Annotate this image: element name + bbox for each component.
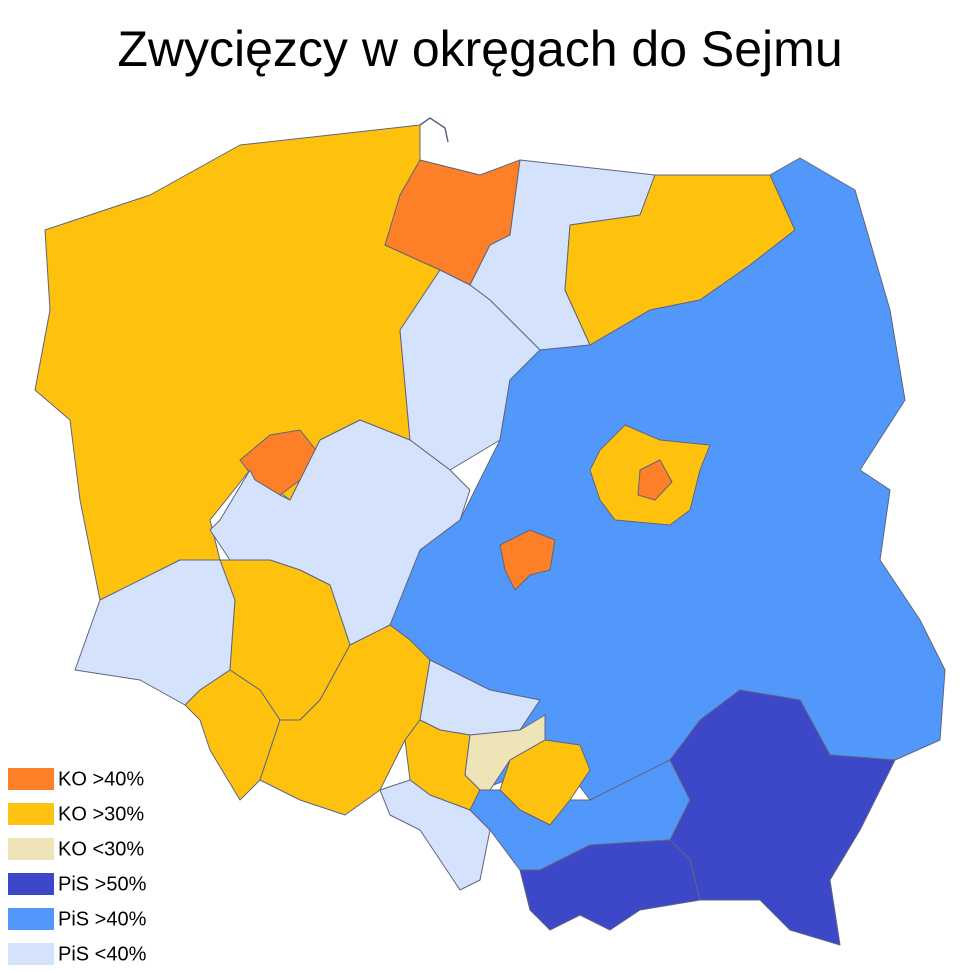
legend-label: PiS >40% bbox=[58, 908, 147, 930]
legend-swatch bbox=[8, 873, 54, 895]
legend: KO >40% KO >30% KO <30% PiS >50% PiS >40% PiS… bbox=[8, 768, 147, 965]
legend-label: KO >40% bbox=[58, 768, 144, 790]
legend-label: KO >30% bbox=[58, 803, 144, 825]
legend-swatch bbox=[8, 803, 54, 825]
legend-label: PiS >50% bbox=[58, 873, 147, 895]
legend-swatch bbox=[8, 943, 54, 965]
districts bbox=[34, 117, 946, 946]
legend-label: KO <30% bbox=[58, 838, 144, 860]
legend-swatch bbox=[8, 768, 54, 790]
map-title: Zwycięzcy w okręgach do Sejmu bbox=[117, 21, 842, 77]
legend-label: PiS <40% bbox=[58, 943, 147, 965]
legend-swatch bbox=[8, 838, 54, 860]
district bbox=[519, 839, 701, 931]
district bbox=[637, 459, 673, 501]
district bbox=[379, 779, 491, 891]
district bbox=[399, 269, 541, 471]
district bbox=[499, 529, 556, 591]
legend-swatch bbox=[8, 908, 54, 930]
district bbox=[669, 689, 896, 946]
hel-peninsula bbox=[419, 117, 449, 143]
